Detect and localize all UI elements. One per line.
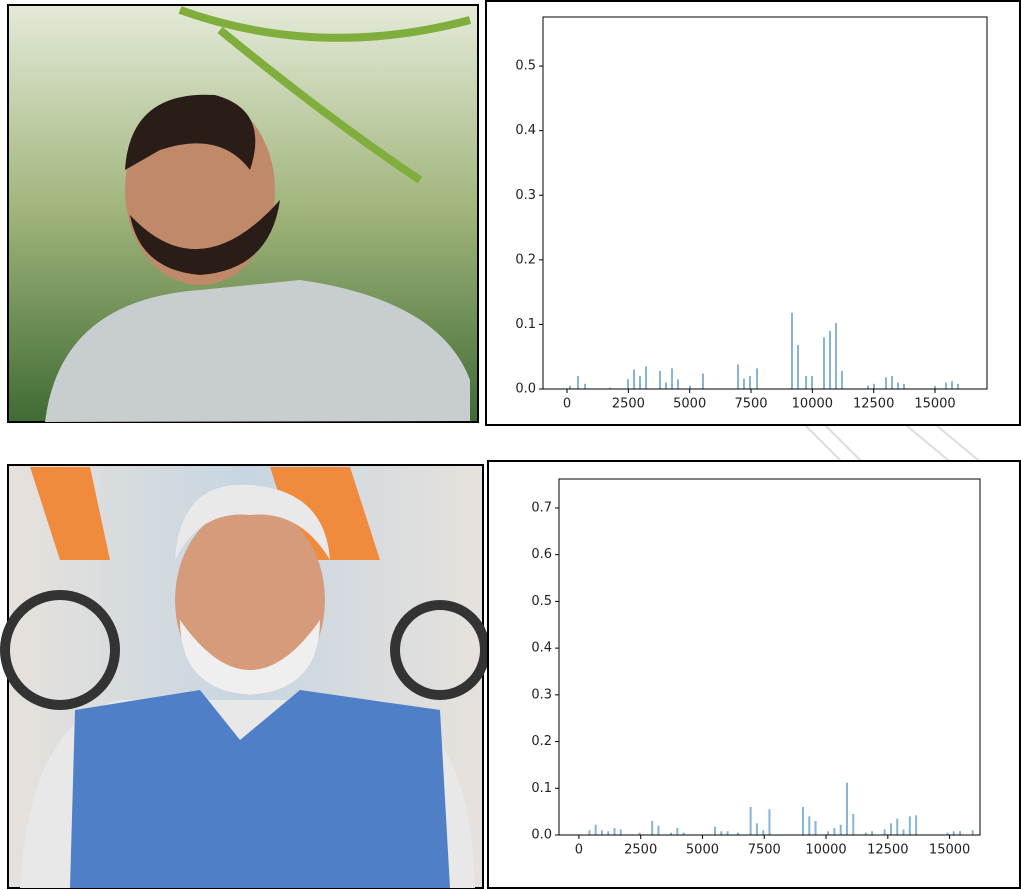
x-tick-label: 12500 bbox=[867, 843, 908, 858]
bar bbox=[756, 823, 758, 835]
bar bbox=[614, 828, 616, 835]
bar bbox=[903, 384, 905, 389]
bar bbox=[645, 366, 647, 389]
x-tick-label: 7500 bbox=[748, 843, 781, 858]
x-tick-label: 2500 bbox=[612, 397, 645, 412]
bar bbox=[808, 816, 810, 835]
bar bbox=[743, 379, 745, 389]
bar bbox=[957, 384, 959, 389]
chart-panel bbox=[488, 461, 1020, 888]
bar bbox=[714, 827, 716, 835]
bar bbox=[945, 383, 947, 389]
bar bbox=[811, 376, 813, 389]
x-tick-label: 10000 bbox=[792, 397, 833, 412]
bar bbox=[840, 825, 842, 835]
bar bbox=[871, 831, 873, 835]
bar bbox=[890, 823, 892, 835]
bar bbox=[841, 371, 843, 389]
x-tick-label: 5000 bbox=[686, 843, 719, 858]
x-tick-label: 0 bbox=[563, 397, 571, 412]
chart-panel bbox=[486, 1, 1020, 425]
bar bbox=[702, 374, 704, 390]
x-tick-label: 10000 bbox=[805, 843, 846, 858]
x-tick-label: 15000 bbox=[914, 397, 955, 412]
bar bbox=[805, 376, 807, 389]
bar bbox=[651, 821, 653, 835]
y-tick-label: 0.5 bbox=[531, 594, 552, 609]
bar bbox=[601, 830, 603, 835]
bar bbox=[829, 331, 831, 389]
bar bbox=[833, 828, 835, 835]
bar bbox=[802, 807, 804, 835]
x-tick-label: 12500 bbox=[853, 397, 894, 412]
bar bbox=[897, 383, 899, 389]
y-tick-label: 0.4 bbox=[531, 641, 552, 656]
bar bbox=[884, 829, 886, 835]
bar bbox=[727, 831, 729, 835]
photo bbox=[5, 465, 485, 888]
y-tick-label: 0.2 bbox=[515, 252, 536, 267]
y-tick-label: 0.2 bbox=[531, 734, 552, 749]
bar bbox=[756, 368, 758, 389]
y-tick-label: 0.3 bbox=[515, 188, 536, 203]
bar bbox=[972, 830, 974, 835]
bar bbox=[815, 821, 817, 835]
bar bbox=[671, 368, 673, 389]
bar bbox=[852, 814, 854, 835]
y-tick-label: 0.5 bbox=[515, 59, 536, 74]
bar bbox=[607, 831, 609, 835]
bar bbox=[953, 831, 955, 835]
bar bbox=[846, 783, 848, 835]
bar bbox=[633, 370, 635, 389]
bar bbox=[903, 829, 905, 835]
bar bbox=[595, 825, 597, 835]
bar bbox=[768, 809, 770, 835]
x-tick-label: 0 bbox=[575, 843, 583, 858]
bar bbox=[827, 831, 829, 835]
bar bbox=[588, 830, 590, 835]
y-tick-label: 0.1 bbox=[531, 781, 552, 796]
bar bbox=[665, 383, 667, 389]
bar bbox=[873, 384, 875, 389]
x-tick-label: 5000 bbox=[673, 397, 706, 412]
photo bbox=[8, 5, 478, 422]
bar bbox=[677, 379, 679, 389]
bar bbox=[915, 815, 917, 835]
bar bbox=[797, 345, 799, 389]
bar bbox=[657, 826, 659, 835]
bar bbox=[885, 377, 887, 389]
y-tick-label: 0.7 bbox=[531, 500, 552, 515]
bar bbox=[762, 830, 764, 835]
y-tick-label: 0.3 bbox=[531, 687, 552, 702]
y-tick-label: 0.0 bbox=[531, 828, 552, 843]
y-tick-label: 0.4 bbox=[515, 123, 536, 138]
bar bbox=[627, 379, 629, 389]
bar bbox=[891, 376, 893, 389]
figure: 0.0 0.1 0.2 0.3 0.4 0.5 0 2500 5000 7500 10000 1250… bbox=[0, 0, 1021, 890]
bar bbox=[959, 831, 961, 835]
bar bbox=[577, 376, 579, 389]
bar bbox=[620, 829, 622, 835]
bar bbox=[951, 381, 953, 389]
bar bbox=[909, 816, 911, 835]
bar bbox=[896, 819, 898, 835]
x-tick-label: 15000 bbox=[929, 843, 970, 858]
bar bbox=[659, 371, 661, 389]
x-tick-label: 7500 bbox=[734, 397, 767, 412]
bar bbox=[749, 376, 751, 389]
bar bbox=[791, 313, 793, 389]
bar bbox=[639, 376, 641, 389]
y-tick-label: 0.0 bbox=[515, 382, 536, 397]
y-tick-label: 0.6 bbox=[531, 547, 552, 562]
bar bbox=[823, 337, 825, 389]
bar bbox=[584, 384, 586, 389]
bar bbox=[835, 323, 837, 389]
bar bbox=[676, 828, 678, 835]
bar bbox=[720, 831, 722, 835]
bar bbox=[750, 807, 752, 835]
y-tick-label: 0.1 bbox=[515, 317, 536, 332]
x-tick-label: 2500 bbox=[624, 843, 657, 858]
bar bbox=[737, 364, 739, 389]
